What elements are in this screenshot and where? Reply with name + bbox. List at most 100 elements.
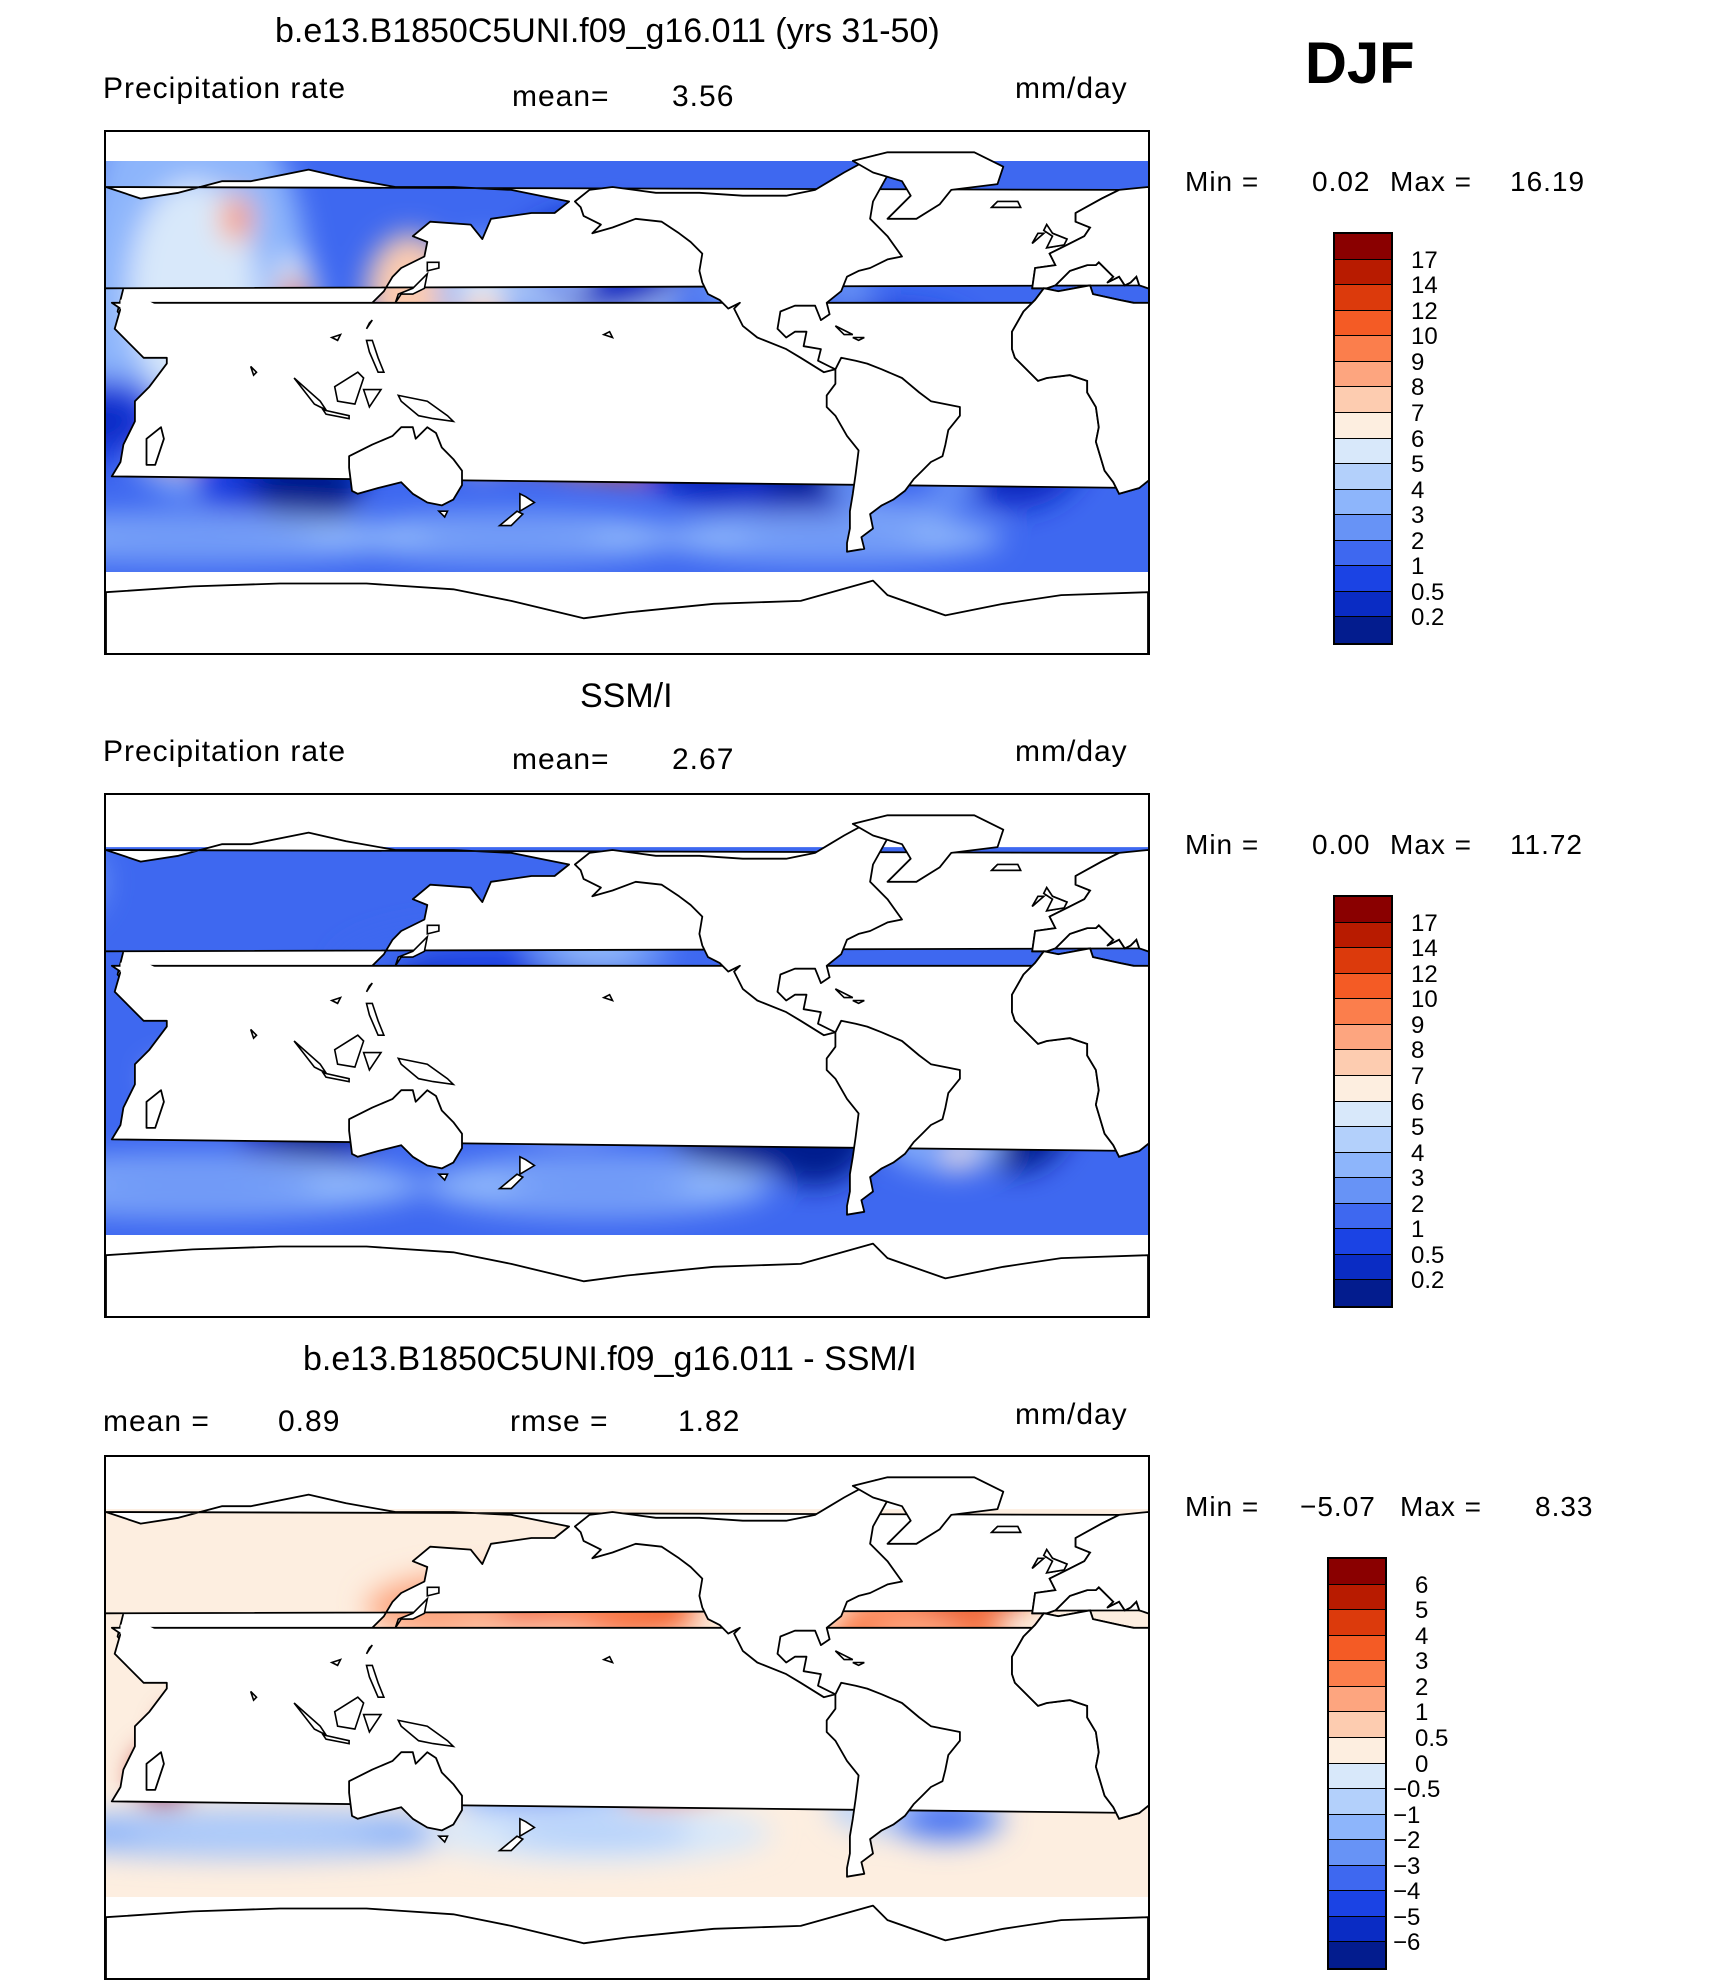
panel3-title: b.e13.B1850C5UNI.f09_g16.011 - SSM/I [303, 1340, 917, 1378]
colorbar-swatch [1335, 259, 1391, 286]
land-australia [348, 426, 463, 507]
land-africa [110, 1609, 1141, 1820]
land-island [396, 1057, 456, 1086]
land-africa-wrap [1011, 1609, 1148, 1820]
colorbar-tick-label: 5 [1411, 1114, 1425, 1142]
land-island [426, 261, 440, 272]
land-island [1031, 895, 1046, 908]
colorbar-tick-label: 4 [1411, 1139, 1425, 1167]
land-island [321, 408, 350, 420]
panel3-max-value: 8.33 [1535, 1491, 1594, 1522]
panel2-mean-value: 2.67 [672, 743, 735, 776]
colorbar-tick-label: 3 [1411, 502, 1425, 530]
land-australia [348, 1089, 463, 1170]
land-australia [348, 1751, 463, 1832]
field-contour [415, 524, 607, 550]
land-samerica [825, 356, 961, 553]
panel2-max-label: Max = [1390, 829, 1473, 860]
land-island [249, 1028, 258, 1040]
land-island [834, 1650, 854, 1661]
colorbar-tick-label: 0.5 [1411, 1241, 1445, 1269]
colorbar-swatch [1329, 1584, 1385, 1611]
land-island [519, 1817, 536, 1838]
land-samerica [825, 1019, 961, 1216]
colorbar-swatch [1335, 1050, 1391, 1076]
colorbar-swatch [1335, 1127, 1391, 1153]
land-island [601, 993, 615, 1002]
panel1-units: mm/day [1015, 72, 1128, 105]
colorbar-tick-label: 3 [1415, 1648, 1429, 1676]
panel2-map [104, 793, 1150, 1318]
colorbar-tick-label: −6 [1393, 1929, 1421, 1957]
model-coastlines [106, 151, 1148, 653]
colorbar-tick-label: 8 [1411, 1037, 1425, 1065]
land-island [1031, 1557, 1046, 1570]
colorbar-swatch [1329, 1789, 1385, 1815]
colorbar-tick-label: −3 [1393, 1852, 1421, 1880]
colorbar-swatch [1329, 1712, 1385, 1738]
colorbar-tick-label: 2 [1411, 527, 1425, 555]
colorbar-swatch [1335, 336, 1391, 362]
colorbar-swatch [1329, 1635, 1385, 1662]
land-island [249, 1690, 258, 1702]
field-contour [123, 1820, 379, 1847]
colorbar-tick-label: 4 [1411, 476, 1425, 504]
field-contour [913, 1806, 978, 1832]
colorbar-swatch [1335, 515, 1391, 541]
colorbar-tick-label: 0.5 [1415, 1724, 1449, 1752]
colorbar-tick-label: 0.2 [1411, 1267, 1445, 1295]
colorbar-tick-label: 10 [1411, 323, 1438, 351]
colorbar-tick-label: 7 [1411, 1062, 1425, 1090]
colorbar-swatch [1335, 1203, 1391, 1230]
colorbar-swatch [1335, 999, 1391, 1025]
land-island [329, 996, 343, 1005]
land-island [365, 319, 373, 330]
colorbar-tick-label: 12 [1411, 960, 1438, 988]
land-island [333, 1034, 365, 1069]
panel2-min-value: 0.00 [1312, 829, 1371, 860]
field-contour [106, 524, 321, 550]
land-island [989, 200, 1022, 209]
colorbar-tick-label: 7 [1411, 399, 1425, 427]
land-island [519, 492, 536, 513]
land-island [1042, 886, 1069, 912]
land-island [394, 934, 429, 967]
land-island [362, 1051, 383, 1072]
land-island [426, 1586, 440, 1597]
land-island [333, 371, 365, 406]
colorbar-swatch [1335, 566, 1391, 592]
obs-map-svg [106, 814, 1148, 1316]
colorbar-tick-label: 17 [1411, 246, 1438, 274]
field-contour [106, 1169, 321, 1202]
land-island [362, 388, 383, 409]
panel1-map [104, 130, 1150, 655]
panel2-variable: Precipitation rate [103, 735, 347, 768]
colorbar-tick-label: −5 [1393, 1903, 1421, 1931]
colorbar-swatch [1329, 1840, 1385, 1866]
land-island [394, 271, 429, 304]
colorbar-tick-label: 2 [1415, 1673, 1429, 1701]
colorbar-tick-label: 0.2 [1411, 604, 1445, 632]
panel2-mean-label: mean= [512, 743, 610, 776]
colorbar-swatch [1335, 591, 1391, 618]
land-island [396, 394, 456, 423]
colorbar-swatch [1335, 1254, 1391, 1281]
land-island [365, 982, 373, 993]
field-contour [950, 1148, 970, 1165]
panel3-units: mm/day [1015, 1398, 1128, 1431]
panel3-rmse-label: rmse = [510, 1405, 609, 1438]
land-island [1042, 223, 1069, 249]
colorbar-tick-label: 5 [1415, 1597, 1429, 1625]
colorbar-tick-label: 1 [1415, 1699, 1429, 1727]
colorbar-swatch [1329, 1737, 1385, 1764]
land-island [362, 1713, 383, 1734]
panel1-min-value: 0.02 [1312, 166, 1371, 197]
panel3-max-label: Max = [1400, 1491, 1483, 1522]
colorbar-tick-label: 6 [1411, 1088, 1425, 1116]
land-island [834, 325, 854, 336]
colorbar-swatch [1335, 922, 1391, 949]
colorbar-tick-label: 0.5 [1411, 578, 1445, 606]
colorbar-tick-label: 14 [1411, 935, 1438, 963]
land-greenland [851, 1476, 1005, 1545]
land-island [497, 1835, 525, 1852]
